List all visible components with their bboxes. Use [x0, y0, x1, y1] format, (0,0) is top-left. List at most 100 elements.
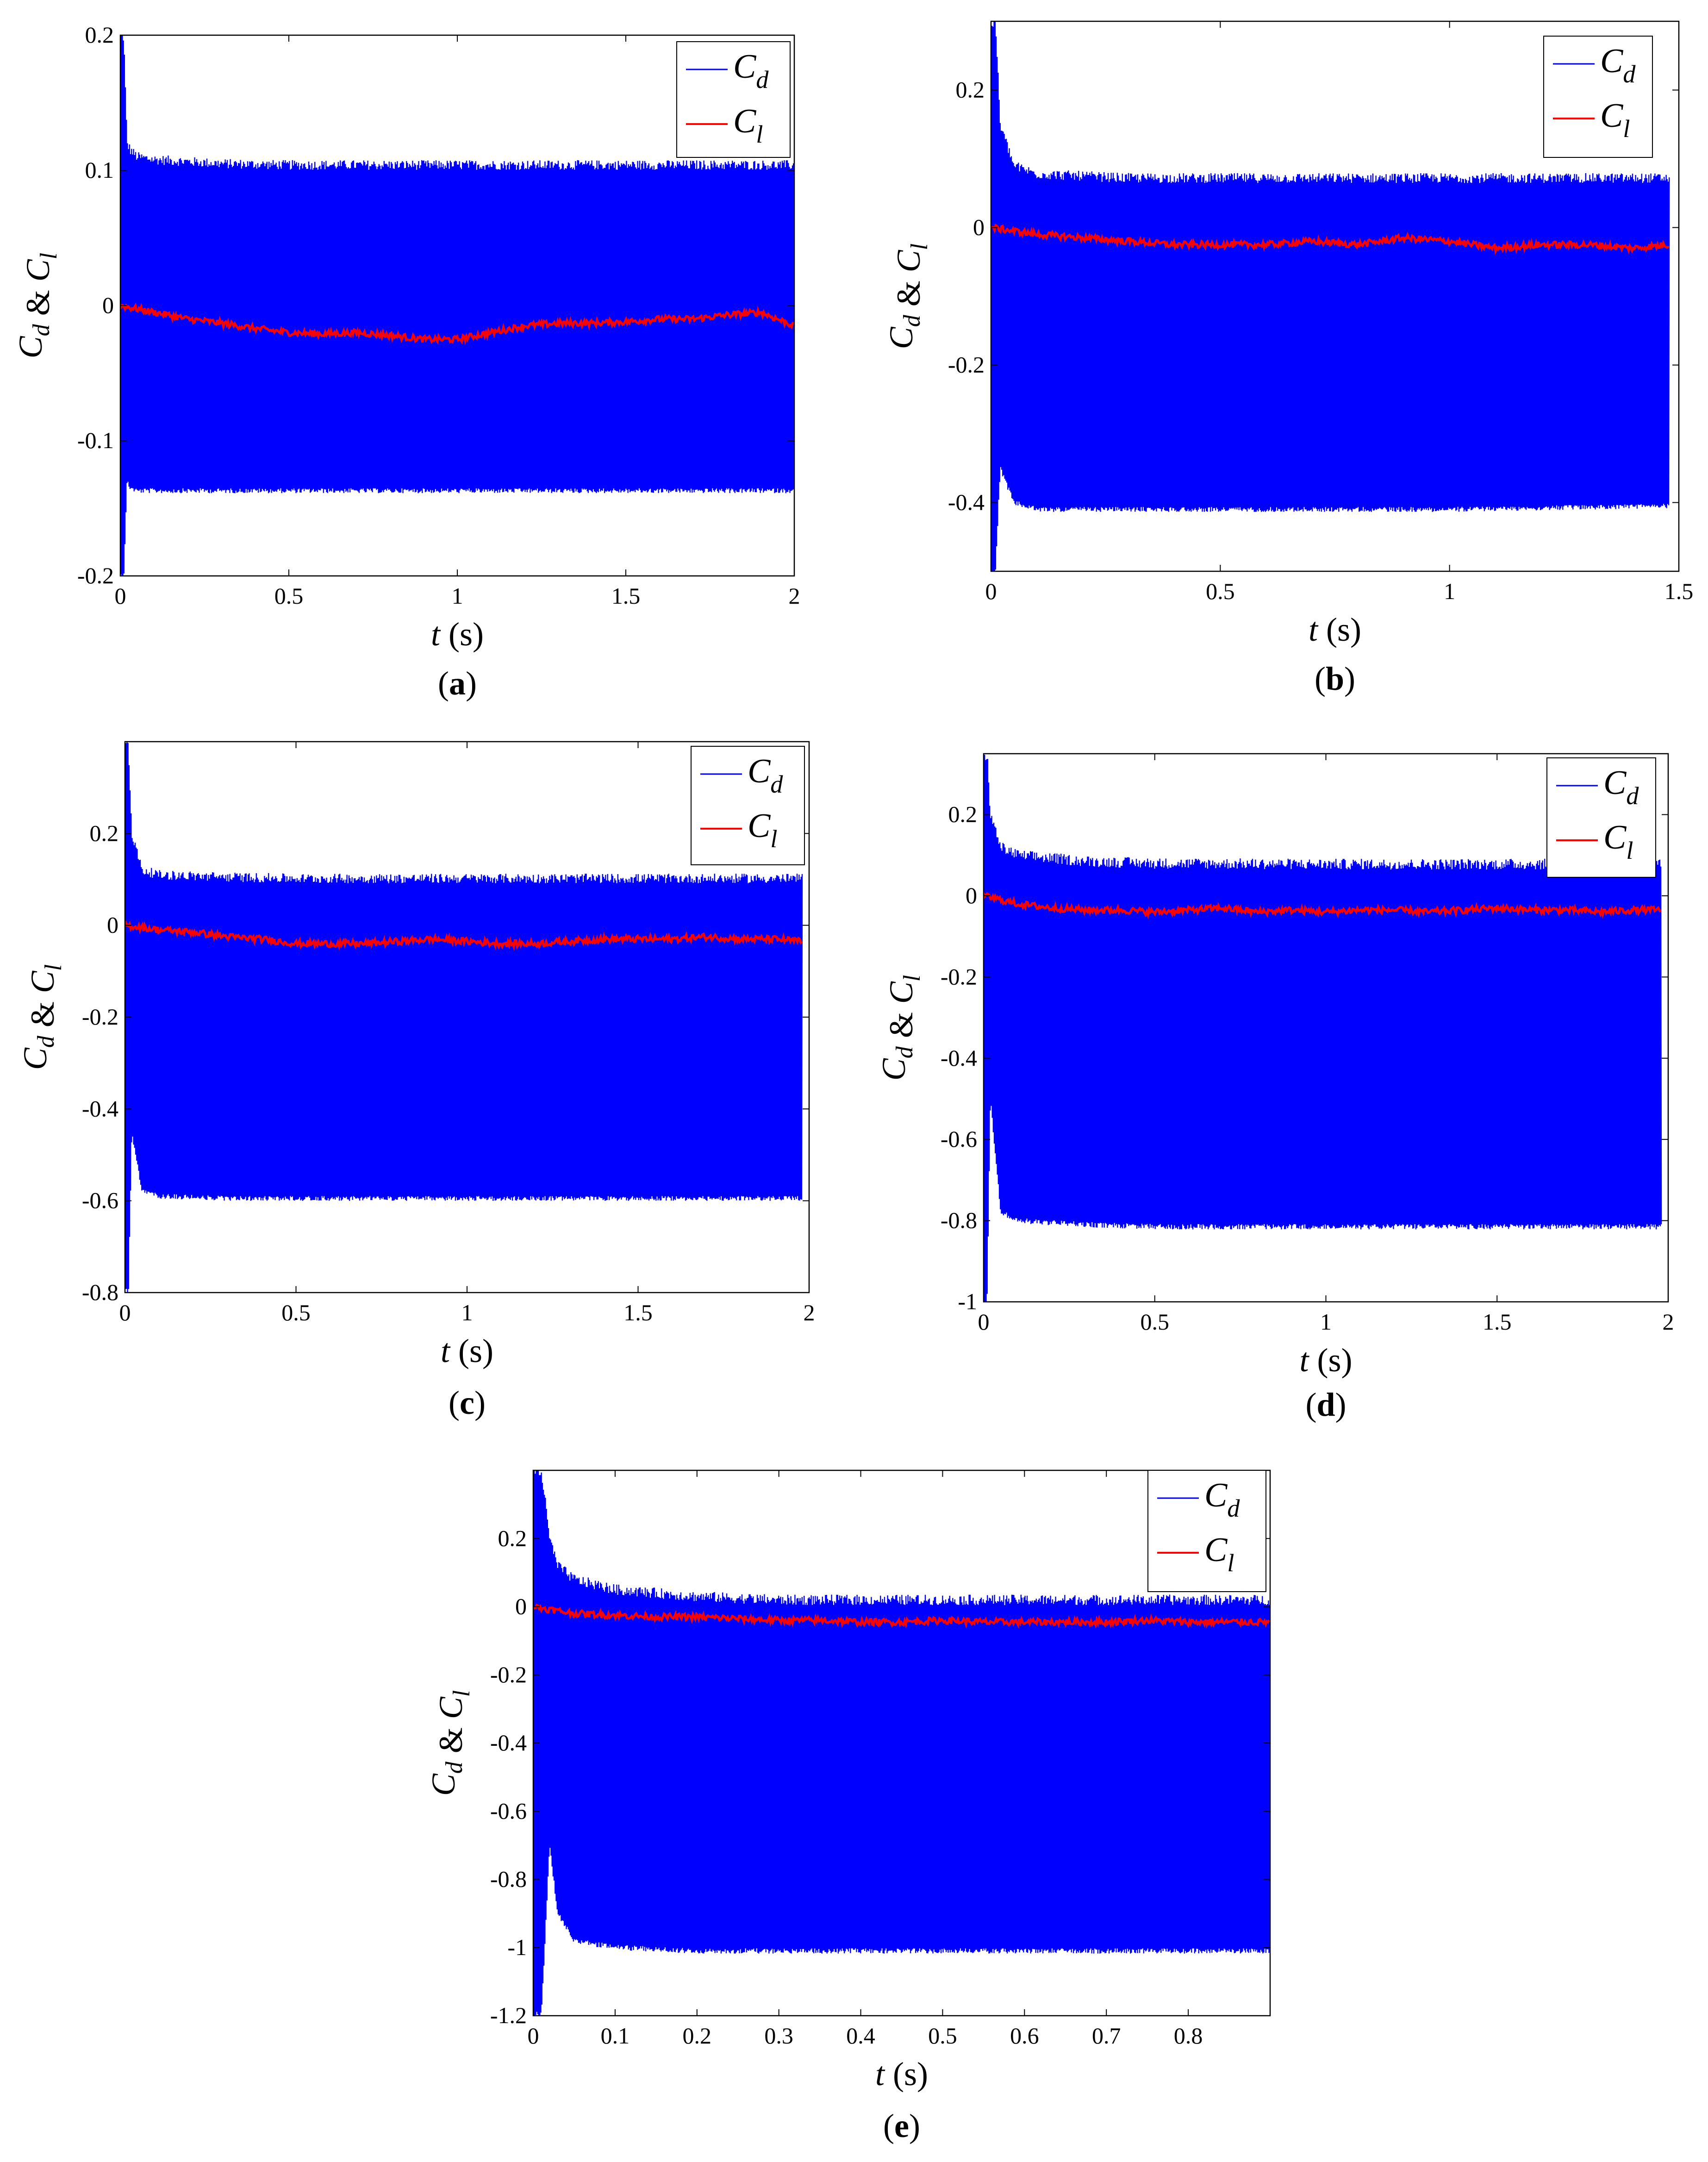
y-tick-label: 0: [102, 292, 114, 318]
x-tick-label: 0: [115, 583, 126, 609]
legend-label-cl: Cl: [1603, 819, 1633, 864]
plot-area: [120, 35, 794, 576]
panel-caption: (d): [1305, 1386, 1346, 1423]
y-label-part: C: [890, 250, 927, 272]
legend-label-base: C: [733, 48, 757, 86]
y-tick-label: -0.1: [77, 427, 114, 453]
y-label-part: &: [890, 272, 927, 315]
legend-label-base: C: [1603, 819, 1627, 856]
x-axis-label: t (s): [875, 2056, 928, 2093]
y-tick-label: -0.6: [82, 1187, 118, 1213]
y-tick-label: -0.8: [941, 1207, 977, 1233]
legend-label-cd: Cd: [748, 752, 783, 798]
x-tick-label: 0.5: [281, 1300, 311, 1325]
x-tick-label: 0.2: [683, 2023, 712, 2049]
x-axis-label-unit: (s): [1309, 1342, 1353, 1379]
legend-box: [1147, 1470, 1266, 1592]
x-axis-label: t (s): [441, 1332, 493, 1369]
y-tick-label: 0: [515, 1593, 527, 1619]
x-axis-label-unit: (s): [440, 616, 484, 653]
plot-area: [991, 21, 1670, 571]
legend-box: [1546, 757, 1656, 878]
panel-caption: (a): [438, 665, 477, 702]
legend-label-base: C: [1600, 42, 1624, 80]
series-cl-line: [125, 920, 803, 951]
legend-label-base: C: [748, 807, 771, 845]
caption-paren-open: (: [438, 665, 449, 702]
y-tick-label: 0.2: [956, 77, 985, 103]
y-tick-label: 0.2: [85, 22, 114, 48]
caption-paren-close: ): [474, 1384, 486, 1421]
x-axis-label-unit: (s): [450, 1332, 493, 1369]
y-tick-label: -0.4: [490, 1730, 527, 1756]
caption-paren-close: ): [909, 2107, 920, 2144]
legend-label-cl: Cl: [733, 102, 763, 148]
x-axis-label-var: t: [875, 2056, 885, 2093]
y-label-part: C: [432, 1696, 469, 1719]
y-label-part: &: [883, 1004, 920, 1046]
y-label-part: C: [883, 981, 920, 1004]
x-tick-label: 0.6: [1010, 2023, 1039, 2049]
y-label-subscript: d: [33, 1035, 59, 1048]
legend-label-sub: d: [770, 770, 783, 798]
panel-caption: (c): [449, 1384, 486, 1421]
legend-label-sub: l: [756, 120, 763, 148]
legend-label-sub: d: [756, 66, 769, 94]
y-label-part: C: [425, 1773, 462, 1796]
y-label-subscript: l: [899, 975, 925, 981]
y-tick-label: -0.4: [948, 489, 985, 515]
series-cd-line: [991, 21, 1670, 571]
y-tick-label: 0.2: [498, 1525, 527, 1551]
legend-box: [1543, 36, 1653, 158]
x-tick-label: 1: [461, 1300, 473, 1325]
caption-letter: a: [449, 665, 466, 702]
legend-label-sub: d: [1626, 782, 1639, 810]
caption-letter: c: [460, 1384, 474, 1421]
series-cl-line: [984, 892, 1662, 919]
caption-letter: e: [894, 2107, 909, 2144]
legend-label-base: C: [1204, 1531, 1228, 1569]
y-tick-label: -0.8: [490, 1866, 527, 1892]
y-label-part: C: [883, 326, 920, 349]
y-label-subscript: d: [891, 1046, 918, 1058]
caption-paren-open: (: [1315, 660, 1326, 697]
panel-caption: (e): [883, 2107, 920, 2144]
x-axis-label: t (s): [1300, 1342, 1353, 1379]
y-tick-label: 0: [107, 912, 118, 938]
y-tick-label: 0.1: [85, 157, 114, 183]
y-label-part: C: [24, 970, 61, 993]
caption-paren-open: (: [1305, 1386, 1316, 1423]
legend-label-cd: Cd: [1603, 764, 1639, 810]
x-tick-label: 0.5: [928, 2023, 957, 2049]
x-tick-label: 2: [804, 1300, 815, 1325]
legend-box: [676, 41, 791, 158]
y-axis-label: Cd & Cl: [12, 253, 62, 359]
legend-label-base: C: [733, 102, 757, 140]
y-tick-label: -0.2: [77, 562, 114, 588]
y-tick-label: -0.2: [490, 1662, 527, 1687]
x-axis-label: t (s): [1309, 611, 1361, 648]
y-tick-label: -0.8: [82, 1279, 118, 1305]
x-tick-label: 1.5: [623, 1300, 653, 1325]
legend: Cd Cl: [1546, 757, 1656, 878]
series-cd-line: [120, 35, 794, 576]
x-tick-label: 0.4: [846, 2023, 875, 2049]
y-tick-label: -0.4: [941, 1045, 977, 1071]
x-axis-label: t (s): [431, 616, 484, 653]
y-label-subscript: l: [449, 1690, 475, 1697]
legend-label-sub: l: [770, 825, 777, 853]
series-cl-line: [991, 224, 1670, 256]
panel-e: 0 0.1 0.2 0.3 0.4 0.5 0.6 0.7 0.8 -1.2 -1 -0.8 -0.6 -…: [425, 1469, 1271, 2144]
x-tick-label: 0: [985, 578, 997, 604]
y-label-subscript: l: [36, 253, 62, 259]
x-tick-label: 0.1: [601, 2023, 630, 2049]
series-cd-line: [984, 754, 1662, 1302]
legend-label-base: C: [1603, 764, 1627, 802]
plot-area: [533, 1470, 1270, 2016]
legend-label-cl: Cl: [1600, 97, 1630, 143]
panel-caption: (b): [1315, 660, 1355, 697]
legend-label-sub: l: [1623, 115, 1630, 143]
x-tick-label: 1: [452, 583, 463, 609]
